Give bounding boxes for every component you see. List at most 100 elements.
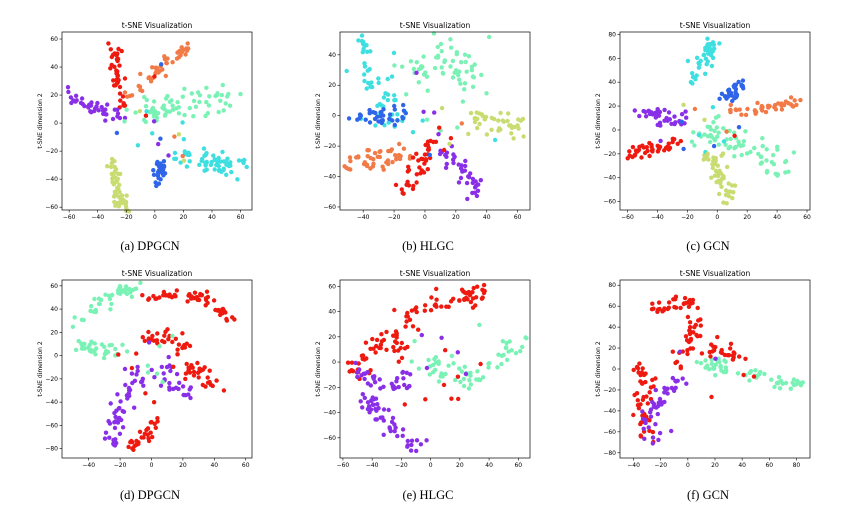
- data-point: [170, 103, 175, 108]
- data-point: [783, 158, 789, 164]
- data-point: [187, 152, 192, 157]
- data-point: [489, 115, 494, 121]
- data-point: [357, 112, 363, 117]
- data-point: [371, 402, 376, 407]
- data-point: [183, 371, 189, 376]
- data-point: [368, 368, 373, 373]
- data-point: [166, 153, 171, 158]
- data-point: [436, 359, 441, 364]
- data-point: [118, 196, 123, 202]
- data-point: [116, 204, 122, 209]
- data-point: [436, 132, 441, 137]
- data-point: [711, 344, 716, 349]
- data-point: [154, 68, 159, 73]
- data-point: [393, 425, 398, 430]
- data-point: [744, 151, 750, 156]
- y-tick-label: −20: [45, 376, 58, 383]
- data-point: [89, 303, 94, 309]
- data-point: [687, 328, 692, 333]
- panel-f: t-SNE Visualization −40 −20 0 20 40 60 80 −80 −60…: [588, 268, 818, 480]
- data-point: [718, 178, 724, 183]
- data-point: [451, 160, 456, 166]
- data-point: [640, 409, 645, 414]
- data-point: [186, 368, 191, 373]
- data-point: [137, 84, 143, 89]
- data-point: [164, 364, 170, 370]
- data-point: [420, 118, 425, 123]
- data-point: [432, 65, 438, 71]
- data-point: [755, 100, 760, 106]
- data-point: [156, 175, 161, 181]
- data-point: [103, 292, 108, 297]
- y-tick-label: 40: [50, 64, 58, 71]
- y-tick-label: 0: [612, 127, 616, 134]
- data-point: [396, 359, 401, 364]
- data-point: [355, 374, 360, 380]
- data-point: [710, 165, 715, 171]
- data-point: [173, 385, 179, 390]
- data-point: [176, 132, 182, 137]
- data-point: [653, 115, 658, 120]
- data-point: [402, 402, 407, 407]
- data-point: [649, 307, 655, 312]
- data-point: [216, 109, 221, 115]
- data-point: [78, 100, 84, 106]
- data-point: [103, 118, 108, 123]
- data-point: [499, 361, 504, 367]
- data-point: [116, 200, 122, 205]
- data-point: [648, 111, 653, 116]
- data-point: [161, 173, 166, 178]
- data-point: [459, 121, 464, 126]
- data-point: [172, 156, 177, 161]
- data-point: [375, 402, 380, 407]
- data-point: [117, 431, 123, 436]
- data-point: [378, 342, 384, 347]
- data-point: [359, 353, 365, 358]
- data-point: [364, 356, 369, 361]
- data-point: [187, 343, 193, 349]
- data-point: [518, 349, 523, 354]
- data-point: [135, 364, 140, 370]
- data-point: [72, 315, 77, 320]
- data-point: [658, 123, 663, 128]
- data-point: [403, 324, 408, 329]
- data-point: [764, 168, 770, 174]
- data-point: [356, 38, 361, 43]
- data-point: [484, 91, 489, 96]
- data-point: [89, 339, 94, 344]
- data-point: [99, 104, 104, 110]
- data-point: [181, 137, 186, 142]
- data-point: [416, 158, 421, 163]
- data-point: [96, 301, 102, 307]
- data-point: [389, 147, 394, 152]
- data-point: [203, 296, 209, 301]
- x-tick-label: 60: [765, 462, 773, 469]
- data-point: [523, 335, 528, 340]
- data-point: [448, 64, 453, 69]
- data-point: [184, 164, 190, 169]
- data-point: [150, 65, 155, 70]
- data-point: [113, 203, 118, 208]
- data-point: [505, 357, 510, 363]
- data-point: [132, 443, 137, 449]
- data-point: [212, 157, 217, 162]
- data-point: [123, 382, 128, 388]
- data-point: [723, 365, 728, 370]
- data-point: [115, 69, 120, 74]
- x-tick-label: 40: [485, 462, 493, 469]
- data-point: [383, 91, 388, 96]
- y-tick-label: −60: [45, 204, 58, 211]
- data-point: [461, 383, 467, 389]
- data-point: [433, 139, 439, 144]
- data-point: [105, 164, 110, 169]
- data-point: [362, 43, 367, 48]
- data-point: [111, 83, 117, 88]
- data-point: [180, 153, 185, 159]
- data-point: [439, 49, 444, 54]
- data-point: [400, 369, 406, 375]
- data-point: [764, 147, 769, 152]
- data-point: [457, 298, 462, 303]
- data-point: [154, 371, 160, 376]
- y-axis-label: t-SNE dimension 2: [37, 93, 44, 149]
- data-point: [115, 420, 121, 425]
